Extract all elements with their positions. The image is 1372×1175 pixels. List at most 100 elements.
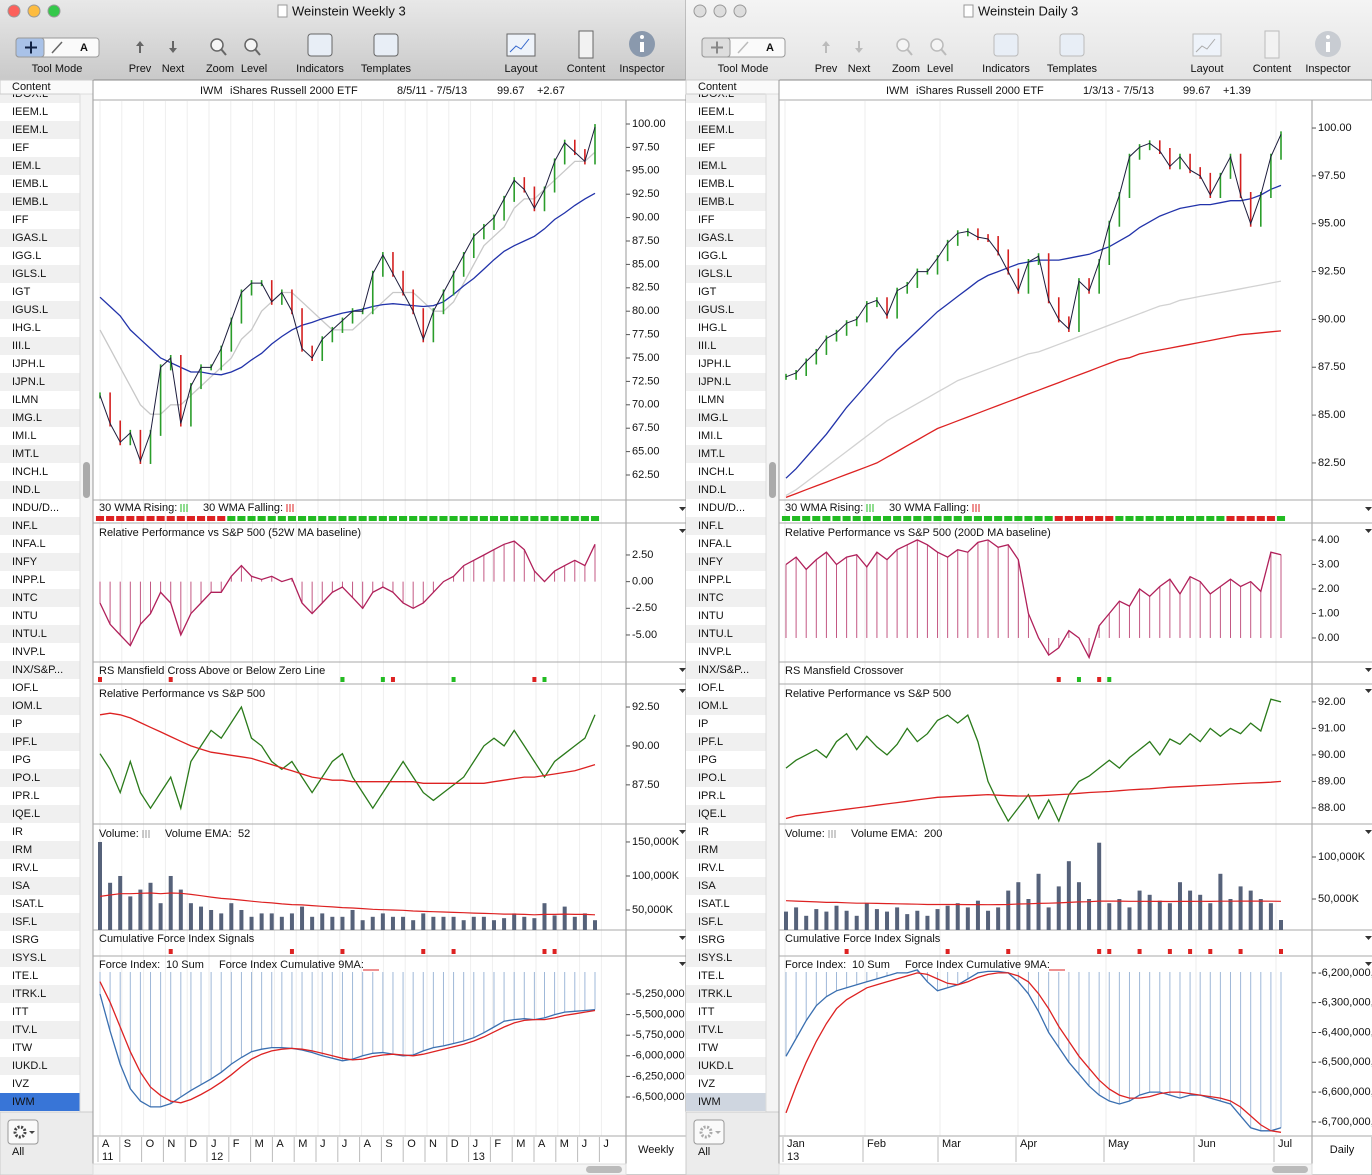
symbol[interactable]: ITV.L bbox=[12, 1024, 37, 1036]
symbol[interactable]: IPG bbox=[698, 754, 717, 766]
x-scroll-thumb[interactable] bbox=[1272, 1166, 1308, 1173]
symbol[interactable]: IHG.L bbox=[698, 322, 727, 334]
symbol[interactable]: IPO.L bbox=[698, 772, 726, 784]
symbol[interactable]: IUKD.L bbox=[12, 1060, 47, 1072]
symbol[interactable]: IEEM.L bbox=[698, 106, 734, 118]
symbol[interactable]: IOF.L bbox=[12, 682, 38, 694]
symbol-row[interactable] bbox=[686, 553, 766, 571]
symbol[interactable]: INTU bbox=[12, 610, 38, 622]
symbol-row[interactable] bbox=[686, 1057, 766, 1075]
symbol-row[interactable] bbox=[0, 445, 80, 463]
symbol-row[interactable] bbox=[686, 823, 766, 841]
symbol[interactable]: IGT bbox=[698, 286, 717, 298]
x-scroll-thumb[interactable] bbox=[586, 1166, 622, 1173]
panel-menu[interactable] bbox=[679, 529, 686, 533]
symbol-row[interactable] bbox=[0, 1093, 80, 1111]
symbol[interactable]: IRM bbox=[12, 844, 32, 856]
symbol[interactable]: IGT bbox=[12, 286, 31, 298]
symbol[interactable]: IEF bbox=[12, 142, 29, 154]
symbol[interactable]: IPO.L bbox=[12, 772, 40, 784]
next-icon[interactable] bbox=[855, 41, 863, 53]
symbol-row[interactable] bbox=[686, 751, 766, 769]
symbol-row[interactable] bbox=[686, 373, 766, 391]
symbol-row[interactable] bbox=[686, 607, 766, 625]
symbol[interactable]: IFF bbox=[698, 214, 715, 226]
symbol-row[interactable] bbox=[686, 1003, 766, 1021]
symbol-row[interactable] bbox=[0, 175, 80, 193]
symbol-row[interactable] bbox=[0, 913, 80, 931]
symbol-row[interactable] bbox=[686, 643, 766, 661]
symbol[interactable]: IRM bbox=[698, 844, 718, 856]
symbol[interactable]: IEF bbox=[698, 142, 715, 154]
symbol[interactable]: INX/S&P... bbox=[12, 664, 63, 676]
symbol-row[interactable] bbox=[686, 103, 766, 121]
symbol-row[interactable] bbox=[686, 481, 766, 499]
tool-icon[interactable] bbox=[307, 33, 333, 57]
toolbar-label[interactable]: Content bbox=[567, 63, 606, 75]
symbol[interactable]: ILMN bbox=[12, 394, 38, 406]
symbol-row[interactable] bbox=[686, 985, 766, 1003]
prev-icon[interactable] bbox=[136, 41, 144, 53]
symbol-row[interactable] bbox=[686, 661, 766, 679]
symbol[interactable]: IP bbox=[12, 718, 22, 730]
symbol[interactable]: IQE.L bbox=[12, 808, 40, 820]
symbol[interactable]: INDU/D... bbox=[12, 502, 59, 514]
symbol-row[interactable] bbox=[0, 265, 80, 283]
toolbar-label[interactable]: Inspector bbox=[1305, 63, 1351, 75]
symbol[interactable]: IMT.L bbox=[698, 448, 725, 460]
symbol[interactable]: IGLS.L bbox=[12, 268, 46, 280]
symbol-row[interactable] bbox=[686, 121, 766, 139]
symbol[interactable]: IOM.L bbox=[698, 700, 728, 712]
symbol[interactable]: ILMN bbox=[698, 394, 724, 406]
symbol-row[interactable] bbox=[0, 589, 80, 607]
tool-icon[interactable] bbox=[993, 33, 1019, 57]
symbol[interactable]: IR bbox=[12, 826, 23, 838]
symbol-row[interactable] bbox=[0, 193, 80, 211]
symbol-row[interactable] bbox=[0, 391, 80, 409]
panel-menu[interactable] bbox=[679, 936, 686, 940]
symbol[interactable]: INTU.L bbox=[12, 628, 47, 640]
symbol[interactable]: ITV.L bbox=[698, 1024, 723, 1036]
window-button[interactable] bbox=[693, 4, 707, 18]
symbol[interactable]: INFY bbox=[698, 556, 724, 568]
symbol[interactable]: INFA.L bbox=[698, 538, 732, 550]
symbol[interactable]: IEEM.L bbox=[12, 124, 48, 136]
symbol[interactable]: ITRK.L bbox=[12, 988, 46, 1000]
symbol-row[interactable] bbox=[0, 409, 80, 427]
symbol-row[interactable] bbox=[686, 247, 766, 265]
symbol[interactable]: IVZ bbox=[12, 1078, 29, 1090]
symbol[interactable]: ITT bbox=[698, 1006, 715, 1018]
symbol-row[interactable] bbox=[0, 1021, 80, 1039]
symbol[interactable]: INF.L bbox=[698, 520, 724, 532]
symbol-row[interactable] bbox=[0, 877, 80, 895]
symbol-row[interactable] bbox=[686, 571, 766, 589]
symbol[interactable]: INDU/D... bbox=[698, 502, 745, 514]
symbol-row[interactable] bbox=[686, 1093, 766, 1111]
symbol[interactable]: IGAS.L bbox=[698, 232, 733, 244]
symbol-row[interactable] bbox=[0, 499, 80, 517]
symbol-row[interactable] bbox=[686, 355, 766, 373]
symbol-row[interactable] bbox=[0, 1057, 80, 1075]
symbol[interactable]: INFY bbox=[12, 556, 38, 568]
symbol-row[interactable] bbox=[0, 769, 80, 787]
period-label[interactable]: Weekly bbox=[638, 1144, 674, 1156]
toolbar-label[interactable]: Level bbox=[927, 63, 953, 75]
symbol[interactable]: INPP.L bbox=[698, 574, 731, 586]
symbol-row[interactable] bbox=[0, 121, 80, 139]
symbol[interactable]: INTC bbox=[12, 592, 38, 604]
layout-icon[interactable] bbox=[1192, 33, 1222, 57]
symbol-row[interactable] bbox=[686, 427, 766, 445]
symbol-row[interactable] bbox=[686, 409, 766, 427]
symbol[interactable]: ITT bbox=[12, 1006, 29, 1018]
symbol-row[interactable] bbox=[686, 895, 766, 913]
symbol[interactable]: ITE.L bbox=[12, 970, 38, 982]
symbol[interactable]: IPF.L bbox=[698, 736, 723, 748]
symbol-row[interactable] bbox=[686, 445, 766, 463]
symbol-row[interactable] bbox=[0, 841, 80, 859]
toolbar-label[interactable]: Next bbox=[848, 63, 871, 75]
symbol[interactable]: ISYS.L bbox=[12, 952, 46, 964]
symbol-row[interactable] bbox=[686, 301, 766, 319]
symbol[interactable]: ISRG bbox=[698, 934, 725, 946]
panel-menu[interactable] bbox=[1365, 529, 1372, 533]
symbol[interactable]: IEM.L bbox=[12, 160, 41, 172]
